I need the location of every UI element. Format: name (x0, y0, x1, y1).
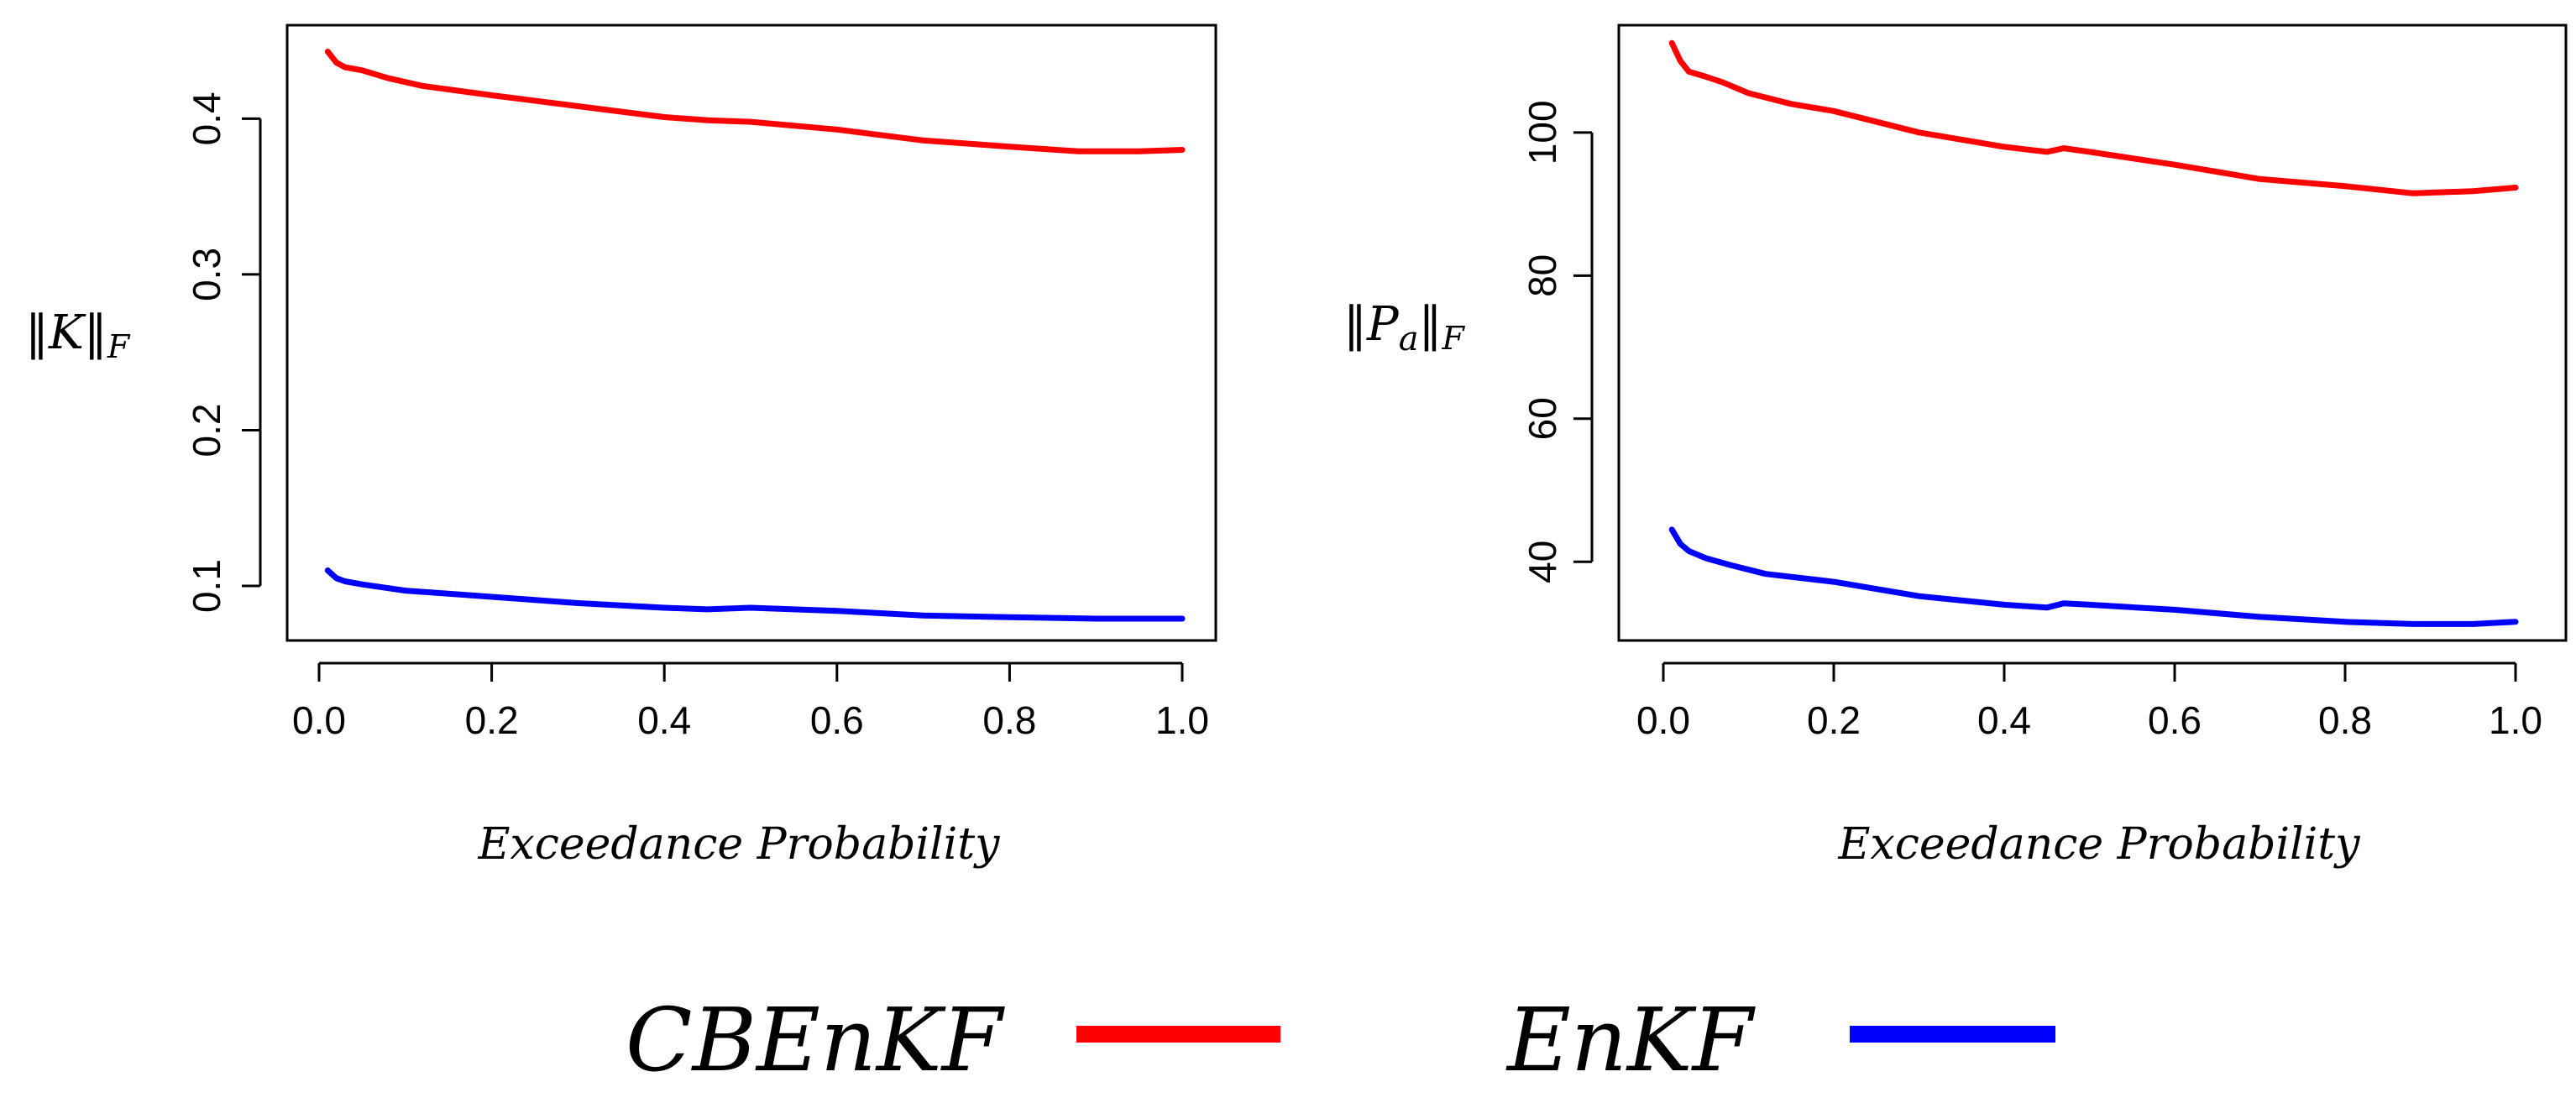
x-tick-label: 0.4 (637, 698, 691, 742)
y-axis-label: ‖Pa‖F (1343, 297, 1466, 358)
x-tick-label: 0.8 (2318, 698, 2372, 742)
legend-label-enkf: EnKF (1505, 989, 1757, 1091)
series-lines (1668, 39, 2519, 627)
x-tick-label: 1.0 (1155, 698, 1209, 742)
series-line-enkf (1668, 526, 2519, 627)
x-axis: 0.0 0.2 0.4 0.6 0.8 1.0 (292, 661, 1209, 742)
legend: CBEnKF EnKF (626, 989, 2055, 1091)
x-tick-label: 0.4 (1977, 698, 2031, 742)
legend-item-cbenkf: CBEnKF (626, 989, 1280, 1091)
y-tick-label: 0.1 (185, 559, 228, 613)
chart-panel-analysis-covariance: 0.0 0.2 0.4 0.6 0.8 1.0 40 60 80 100 ‖Pa‖F Excee… (1343, 24, 2568, 870)
x-axis: 0.0 0.2 0.4 0.6 0.8 1.0 (1636, 661, 2542, 742)
y-tick-label: 0.4 (185, 91, 228, 145)
x-tick-label: 0.2 (1807, 698, 1861, 742)
plot-frame (285, 24, 1217, 642)
y-axis: 40 60 80 100 (1521, 100, 1594, 583)
x-tick-label: 0.6 (2148, 698, 2202, 742)
y-tick-label: 80 (1521, 254, 1564, 297)
x-tick-label: 0.0 (292, 698, 346, 742)
x-axis-label: Exceedance Probability (1837, 819, 2360, 870)
series-line-cbenkf (324, 49, 1186, 154)
y-axis: 0.1 0.2 0.3 0.4 (185, 91, 262, 613)
y-tick-label: 0.3 (185, 248, 228, 301)
x-tick-label: 1.0 (2489, 698, 2542, 742)
x-tick-label: 0.6 (810, 698, 864, 742)
x-axis-label: Exceedance Probability (477, 819, 1000, 870)
series-line-cbenkf (1668, 39, 2519, 196)
legend-label-cbenkf: CBEnKF (626, 989, 1006, 1091)
y-tick-label: 40 (1521, 541, 1564, 583)
series-line-enkf (324, 567, 1186, 622)
y-tick-label: 60 (1521, 397, 1564, 440)
y-tick-label: 100 (1521, 100, 1564, 165)
series-lines (324, 49, 1186, 622)
y-axis-label: ‖K‖F (25, 306, 131, 365)
y-tick-label: 0.2 (185, 404, 228, 457)
chart-panel-kalman-gain: 0.0 0.2 0.4 0.6 0.8 1.0 0.1 0.2 0.3 0.4 ‖K‖F Exc… (25, 24, 1217, 870)
x-tick-label: 0.0 (1636, 698, 1690, 742)
x-tick-label: 0.8 (982, 698, 1036, 742)
plot-frame (1617, 24, 2568, 642)
legend-item-enkf: EnKF (1505, 989, 2055, 1091)
x-tick-label: 0.2 (465, 698, 519, 742)
